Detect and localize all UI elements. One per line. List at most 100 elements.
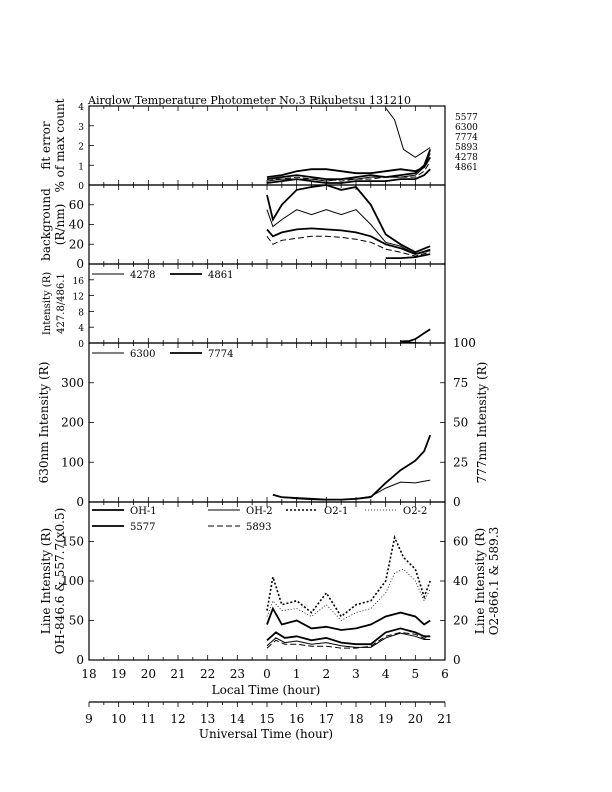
legend-5893: 5893 [246,522,271,533]
legend-OH-1: OH-1 [130,506,157,517]
legend-right-4861: 4861 [455,163,478,173]
line-intensity-ylabel2: OH-846.6 & 557.7(x0.5) [53,508,67,655]
line-intensity-ytick-label: 0 [76,653,84,667]
background-ylabel2: (R/nm) [53,204,67,246]
blue-lines-ytick-label: 4 [78,324,84,334]
blue-lines-ylabel2: 427.8/486.1 [56,273,67,334]
blue-lines-ytick-label: 12 [73,293,84,303]
universal-time-tick-label: 17 [319,712,334,726]
line-intensity-series-O2-1 [266,534,431,618]
local-time-tick-label: 6 [441,667,449,681]
fit-error-series-7774 [266,156,431,178]
red-lines-ylabel: 630nm Intensity (R) [37,362,51,484]
local-time-tick-label: 23 [230,667,245,681]
background-ytick-label: 60 [69,198,84,212]
blue-lines-ylabel: Intensity (R) [42,272,53,335]
local-time-tick-label: 1 [293,667,301,681]
line-intensity-ytick-right-label: 0 [453,653,461,667]
line-intensity-ytick-label: 50 [69,614,84,628]
blue-lines-legend-4278: 4278 [130,270,155,281]
red-lines-legend-6300: 6300 [130,349,155,360]
local-time-tick-label: 22 [200,667,215,681]
universal-time-tick-label: 15 [259,712,274,726]
legend-right-6300: 6300 [455,123,478,133]
legend-right-5577: 5577 [455,113,478,123]
universal-time-tick-label: 11 [141,712,156,726]
background-series-6300 [266,209,431,255]
universal-time-tick-label: 12 [170,712,185,726]
legend-OH-2: OH-2 [246,506,273,517]
universal-time-tick-label: 14 [230,712,246,726]
fit-error-series-4278 [385,107,431,158]
legend-right-4278: 4278 [455,153,478,163]
background-ylabel: background [39,188,53,261]
local-time-tick-label: 5 [412,667,420,681]
legend-O2-1: O2-1 [324,506,348,517]
fit-error-ytick-label: 0 [78,182,84,192]
red-lines-ytick-label: 200 [61,416,84,430]
red-lines-ylabel-right: 777nm Intensity (R) [475,362,489,484]
background-series-4861 [385,253,431,260]
blue-lines-ytick-label: 8 [78,308,84,318]
local-time-tick-label: 4 [382,667,390,681]
red-lines-ytick-label: 0 [76,495,84,509]
fit-error-series-5577 [266,149,432,181]
red-lines-ytick-right-label: 50 [453,416,468,430]
line-intensity-ytick-label: 150 [61,535,84,549]
blue-lines-legend-4861: 4861 [208,270,233,281]
line-intensity-series-O2-2 [266,568,431,621]
line-intensity-ylabel: Line Intensity (R) [39,528,53,634]
universal-time-tick-label: 20 [408,712,423,726]
red-lines-ytick-label: 300 [61,376,84,390]
local-time-tick-label: 2 [323,667,331,681]
universal-time-tick-label: 13 [200,712,215,726]
local-time-tick-label: 3 [352,667,360,681]
line-intensity-ytick-right-label: 40 [453,574,468,588]
fit-error-series-4861 [266,168,431,184]
universal-time-tick-label: 18 [348,712,363,726]
local-time-tick-label: 18 [81,667,96,681]
local-time-axis-label: Local Time (hour) [212,683,321,697]
local-time-tick-label: 0 [263,667,271,681]
line-intensity-series-OH-2 [266,632,431,648]
red-lines-series-7774 [272,434,432,501]
background-ytick-label: 0 [76,257,84,271]
blue-lines-ytick-label: 0 [78,340,84,350]
universal-time-axis-label: Universal Time (hour) [199,727,333,741]
background-series-5577 [266,184,431,254]
figure-title: Airglow Temperature Photometer No.3 Riku… [87,94,411,107]
fit-error-frame [88,105,446,186]
line-intensity-series-OH-1 [266,627,431,646]
universal-time-tick-label: 9 [85,712,93,726]
universal-time-tick-label: 10 [111,712,126,726]
fit-error-ylabel2: % of max count [53,98,67,192]
fit-error-ytick-label: 2 [78,143,84,153]
red-lines-ytick-right-label: 75 [453,376,468,390]
legend-5577: 5577 [130,522,155,533]
blue-lines-ytick-label: 16 [73,277,85,287]
line-intensity-series-5577 [266,606,431,631]
red-lines-ytick-right-label: 0 [453,495,461,509]
background-series-7774 [266,227,431,256]
local-time-tick-label: 21 [170,667,185,681]
legend-O2-2: O2-2 [403,506,427,517]
fit-error-ytick-label: 4 [78,103,84,113]
universal-time-tick-label: 16 [289,712,304,726]
red-lines-legend-7774: 7774 [208,349,233,360]
universal-time-tick-label: 19 [378,712,393,726]
legend-right-5893: 5893 [455,143,478,153]
plot-layer [266,107,432,649]
fit-error-ylabel: fit error [39,121,53,169]
line-intensity-series-5893 [266,631,431,649]
background-series-5893 [266,235,431,257]
fit-error-series-5893 [267,161,431,182]
universal-time-tick-label: 21 [437,712,452,726]
line-intensity-ytick-right-label: 20 [453,614,468,628]
red-lines-ytick-right-label: 100 [453,336,476,350]
line-intensity-ylabel-right2: O2-866.1 & 589.3 [487,527,501,636]
red-lines-ytick-right-label: 25 [453,455,468,469]
local-time-tick-label: 20 [141,667,156,681]
line-intensity-ytick-label: 100 [61,574,84,588]
line-intensity-ytick-right-label: 60 [453,535,468,549]
